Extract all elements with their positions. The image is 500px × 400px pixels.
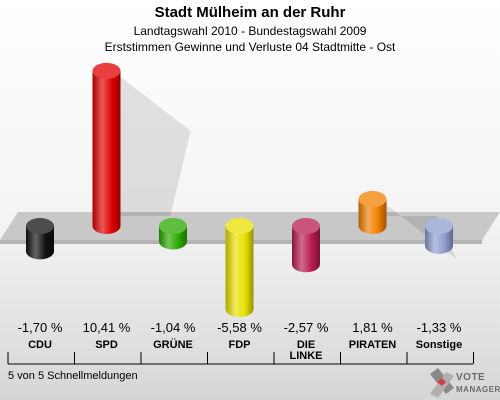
category-label: DIE [297, 339, 315, 351]
bar-top-cap [425, 218, 453, 234]
bar [358, 191, 387, 234]
bar [225, 218, 254, 318]
bar-body [358, 199, 387, 234]
chart-title: Stadt Mülheim an der Ruhr [154, 4, 346, 21]
category-axis [7, 352, 474, 365]
bar-top-cap [225, 218, 254, 234]
category-label: GRÜNE [153, 338, 193, 351]
bar-body [292, 226, 320, 273]
value-label: -1,04 % [151, 320, 196, 335]
bar [292, 218, 320, 273]
value-label: -1,33 % [417, 320, 462, 335]
bar-top-cap [92, 62, 121, 79]
bar-top-cap [159, 218, 187, 234]
bar-body [425, 226, 453, 254]
bar [26, 218, 54, 260]
category-label: Sonstige [416, 339, 462, 351]
bar [159, 218, 187, 250]
bar-body [225, 226, 254, 318]
bar-body [92, 70, 121, 235]
value-label: -5,58 % [217, 320, 262, 335]
bar [425, 218, 453, 254]
vote-manager-logo-icon [430, 368, 454, 398]
value-label: 10,41 % [83, 320, 131, 335]
bar-body [26, 226, 54, 260]
bar-shadow [120, 76, 191, 217]
category-label: LINKE [290, 350, 323, 362]
bar [92, 62, 121, 235]
category-label: PIRATEN [349, 339, 397, 351]
report-status-note: 5 von 5 Schnellmeldungen [8, 370, 138, 382]
chart-subtitle-2: Erststimmen Gewinne und Verluste 04 Stad… [104, 40, 396, 54]
vote-manager-logo: VOTE MANAGER [428, 366, 500, 400]
category-label: SPD [95, 339, 118, 351]
bar-top-cap [358, 191, 387, 208]
brand-name: VOTE [456, 372, 486, 383]
value-label: 1,81 % [352, 320, 393, 335]
brand-name-2: MANAGER [456, 385, 500, 394]
bar-top-cap [292, 218, 320, 234]
category-label: FDP [229, 339, 251, 351]
labels-group: -1,70 % CDU 10,41 % SPD -1,04 % GRÜNE -5,58 % F… [18, 320, 463, 362]
value-label: -1,70 % [18, 320, 63, 335]
bar-top-cap [26, 218, 54, 234]
value-label: -2,57 % [284, 320, 329, 335]
bars-group [26, 62, 457, 318]
category-label: CDU [28, 339, 52, 351]
bar-chart: -1,70 % CDU 10,41 % SPD -1,04 % GRÜNE -5,58 % F… [0, 62, 500, 365]
chart-subtitle: Landtagswahl 2010 - Bundestagswahl 2009 [133, 24, 367, 38]
